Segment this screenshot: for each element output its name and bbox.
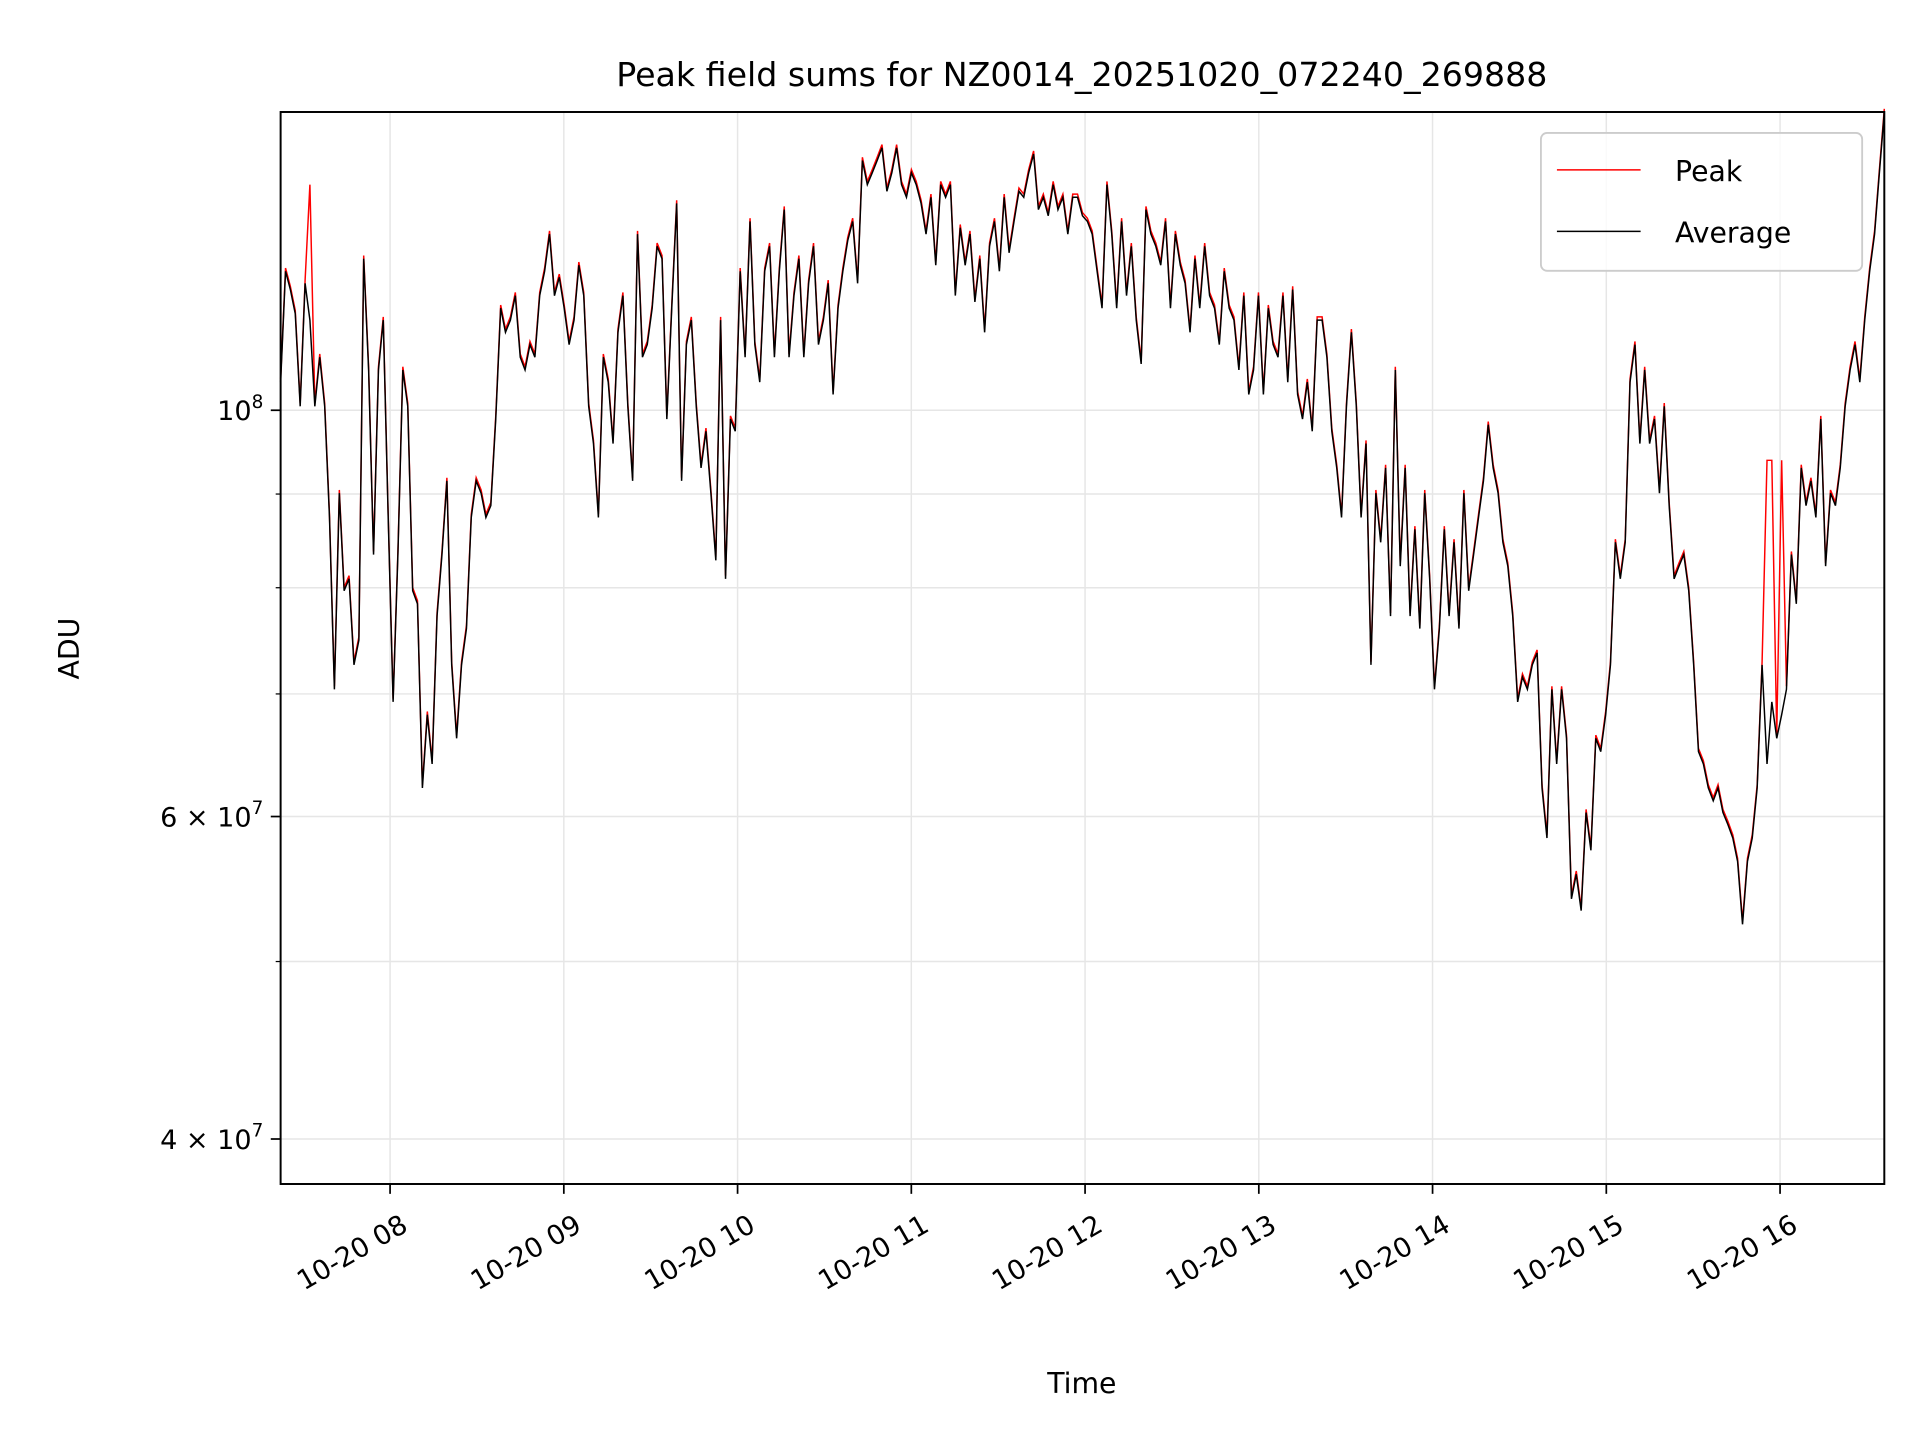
x-tick-label: 10-20 14 — [1335, 1209, 1456, 1297]
legend-label-average: Average — [1675, 216, 1791, 249]
x-tick-label: 10-20 08 — [292, 1209, 413, 1297]
x-tick-label: 10-20 10 — [640, 1209, 761, 1297]
y-axis-ticks: 108 6 × 107 4 × 107 — [160, 392, 281, 1156]
legend: Peak Average — [1540, 132, 1864, 272]
y-tick-label: 4 × 107 — [160, 1121, 263, 1156]
x-tick-label: 10-20 13 — [1161, 1209, 1282, 1297]
x-tick-label: 10-20 15 — [1508, 1209, 1629, 1297]
series-line-average — [279, 111, 1886, 925]
y-tick-label: 108 — [217, 392, 263, 427]
chart-title: Peak field sums for NZ0014_20251020_0722… — [616, 55, 1547, 94]
x-tick-label: 10-20 16 — [1682, 1209, 1803, 1297]
plot-lines — [279, 108, 1886, 925]
x-axis-ticks: 10-20 08 10-20 09 10-20 10 10-20 11 10-20 12… — [292, 1184, 1803, 1297]
x-axis-label: Time — [1046, 1367, 1116, 1400]
x-tick-label: 10-20 11 — [813, 1209, 934, 1297]
y-tick-label: 6 × 107 — [160, 798, 263, 833]
x-tick-label: 10-20 09 — [466, 1209, 587, 1297]
y-axis-label: ADU — [53, 618, 86, 680]
legend-label-peak: Peak — [1675, 155, 1743, 188]
x-tick-label: 10-20 12 — [987, 1209, 1108, 1297]
legend-box — [1540, 132, 1864, 272]
grid — [280, 112, 1885, 1184]
plot-frame — [279, 111, 1886, 1185]
